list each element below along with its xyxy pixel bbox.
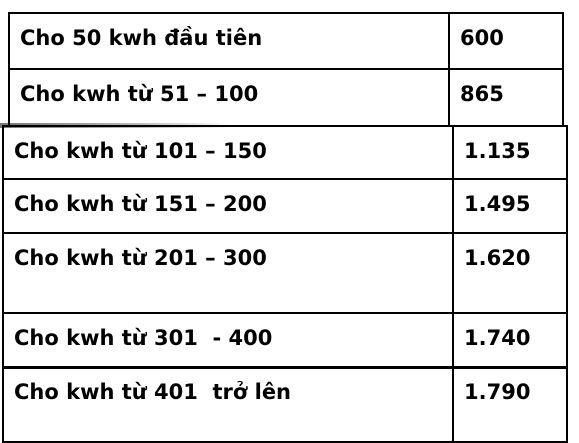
price-cell: 1.790 [464,380,531,404]
cell-border [448,12,450,68]
cell-border [452,178,454,232]
cell-border [452,312,454,366]
label-cell: Cho kwh từ 51 – 100 [20,82,259,106]
cell-border [562,12,564,68]
label-cell: Cho kwh từ 301 - 400 [14,326,273,350]
row-border [2,441,568,443]
label-cell: Cho kwh từ 201 – 300 [14,246,267,270]
cell-border [452,125,454,178]
row-border [2,178,566,180]
cell-border [562,68,564,125]
label-cell: Cho 50 kwh đầu tiên [20,26,263,50]
price-cell: 1.495 [464,192,531,216]
cell-border [566,366,568,443]
cell-border [2,232,4,312]
row-border [2,312,566,314]
cell-border [566,312,568,366]
cell-border [566,178,568,232]
row-border [8,68,562,70]
cell-border [2,312,4,366]
price-cell: 1.135 [464,139,531,163]
cell-border [448,68,450,125]
cell-border [2,125,4,178]
price-cell: 865 [460,82,504,106]
row-border [8,12,562,14]
label-cell: Cho kwh từ 401 trở lên [14,380,292,404]
price-cell: 600 [460,26,504,50]
cell-border [2,178,4,232]
label-cell: Cho kwh từ 101 – 150 [14,139,267,163]
cell-border [452,366,454,443]
label-cell: Cho kwh từ 151 – 200 [14,192,267,216]
price-cell: 1.620 [464,246,531,270]
cell-border [452,232,454,312]
cell-border [2,366,4,443]
cell-border [8,12,10,68]
cell-border [8,68,10,125]
row-border [2,232,566,234]
cell-border [566,232,568,312]
row-border [2,125,566,127]
cell-border [566,125,568,178]
row-border [2,366,566,369]
price-cell: 1.740 [464,326,531,350]
